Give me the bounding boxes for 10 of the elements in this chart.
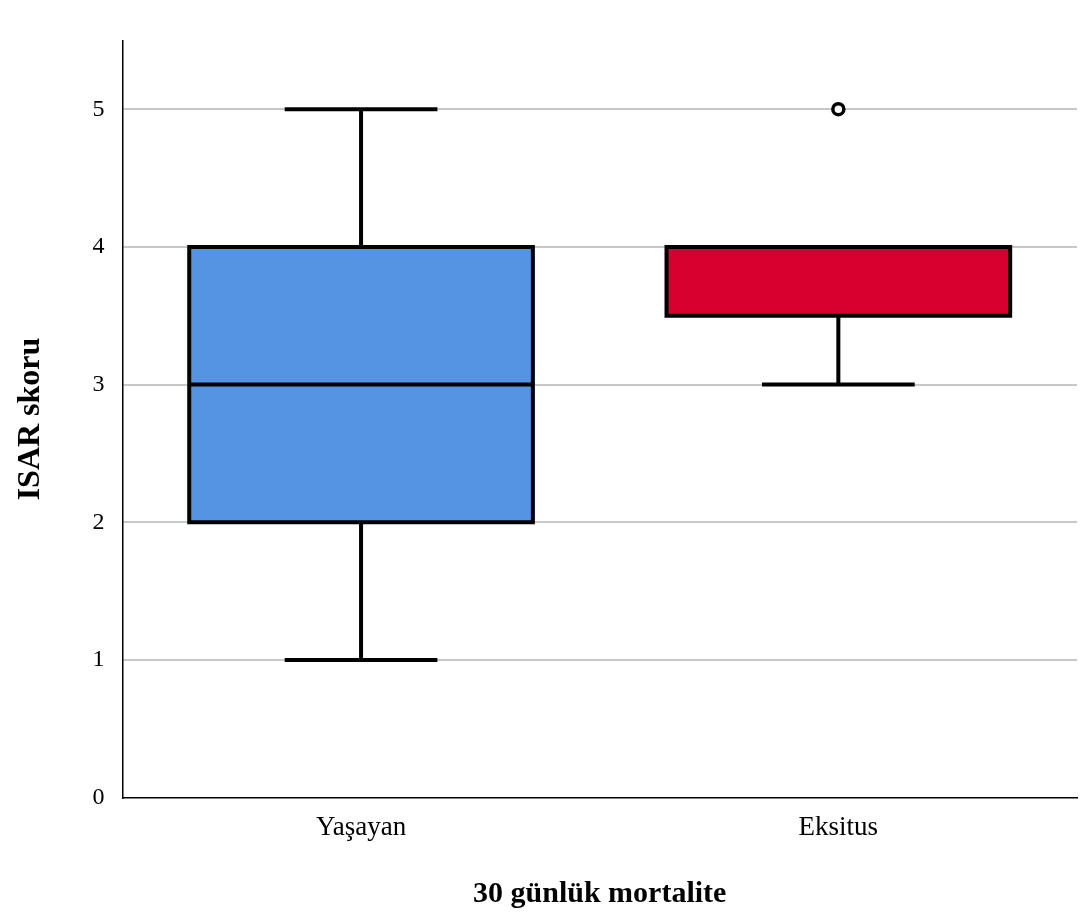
- y-tick-label: 5: [92, 94, 105, 121]
- x-axis-title: 30 günlük mortalite: [473, 874, 727, 908]
- y-tick-label: 2: [92, 507, 105, 534]
- y-axis-title: ISAR skoru: [10, 337, 47, 501]
- y-tick-label: 1: [92, 645, 105, 672]
- y-tick-label: 0: [92, 782, 105, 809]
- x-tick-label: Yaşayan: [315, 810, 407, 841]
- y-tick-label: 3: [92, 369, 105, 396]
- x-tick-label: Eksitus: [798, 810, 879, 841]
- y-tick-label: 4: [92, 232, 105, 259]
